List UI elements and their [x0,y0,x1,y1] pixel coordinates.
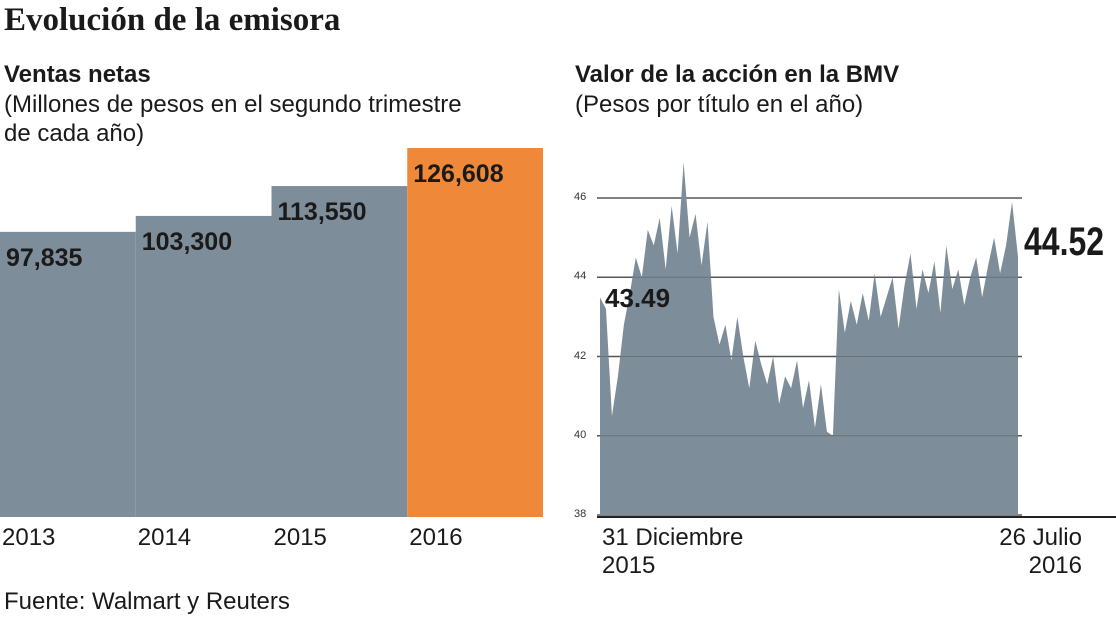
data-label: 44.52 [1024,220,1105,264]
area [600,162,1018,515]
data-label: 43.49 [605,283,671,314]
value-label: 113,550 [277,198,367,227]
chart-title: Valor de la acción en la BMV [575,61,900,88]
y-tick-label: 44 [574,270,587,283]
x-tick-label: 2013 [2,524,56,551]
value-label: 126,608 [413,160,504,188]
source-note: Fuente: Walmart y Reuters [4,588,290,615]
x-tick-label: 2016 [409,524,463,551]
value-label: 97,835 [6,243,83,272]
chart-subtitle: (Millones de pesos en el segundo trimest… [4,91,462,147]
page-title: Evolución de la emisora [4,2,341,38]
y-tick-label: 38 [574,508,587,520]
bar [0,231,136,517]
chart-title: Ventas netas [4,61,151,88]
y-tick-label: 42 [574,349,587,362]
x-tick-label: 26 Julio 2016 [999,524,1082,579]
bar [135,215,272,518]
bar [407,148,543,517]
x-tick-label: 2015 [273,524,327,551]
y-tick-label: 40 [574,428,587,441]
bar [271,186,408,517]
value-label: 103,300 [141,227,233,256]
chart-subtitle: (Pesos por título en el año) [575,91,864,118]
y-tick-label: 46 [574,191,587,203]
x-tick-label: 31 Diciembre 2015 [602,524,744,579]
x-tick-label: 2014 [137,524,192,551]
